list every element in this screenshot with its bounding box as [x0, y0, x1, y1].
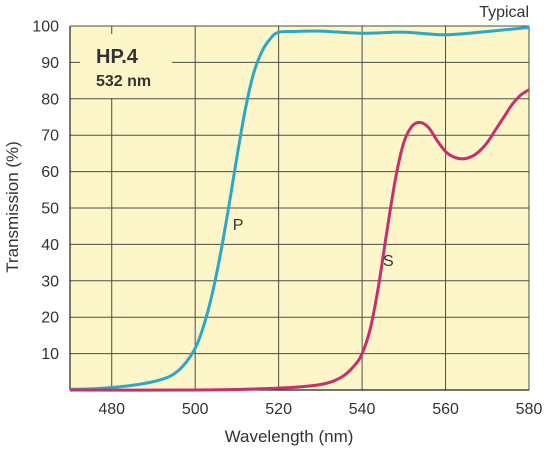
title-background: [80, 34, 172, 98]
typical-note: Typical: [479, 4, 529, 21]
y-tick-label: 50: [41, 201, 59, 218]
y-tick-labels: 10 20 30 40 50 60 70 80 90 100: [32, 19, 59, 364]
y-tick-label: 40: [41, 237, 59, 254]
x-tick-label: 480: [98, 401, 125, 418]
series-line-s: [70, 88, 529, 392]
title-box: HP.4 532 nm: [80, 34, 172, 98]
chart-title: HP.4: [96, 46, 139, 68]
y-tick-label: 10: [41, 346, 59, 363]
y-axis-label: Transmission (%): [3, 141, 22, 273]
series-label-s: S: [383, 253, 394, 270]
y-tick-label: 60: [41, 164, 59, 181]
x-axis-label: Wavelength (nm): [225, 427, 354, 446]
series-group: PS: [70, 25, 529, 392]
y-tick-label: 70: [41, 128, 59, 145]
x-tick-label: 500: [182, 401, 209, 418]
y-tick-label: 100: [32, 19, 59, 36]
x-tick-labels: 480 500 520 540 560 580: [98, 401, 542, 418]
y-tick-label: 30: [41, 273, 59, 290]
x-tick-label: 540: [349, 401, 376, 418]
y-tick-label: 90: [41, 55, 59, 72]
x-tick-label: 580: [516, 401, 543, 418]
series-label-p: P: [233, 217, 244, 234]
grid: [69, 25, 530, 391]
x-tick-label: 520: [265, 401, 292, 418]
x-tick-label: 560: [432, 401, 459, 418]
chart-subtitle: 532 nm: [96, 73, 151, 90]
y-tick-label: 20: [41, 310, 59, 327]
series-line-p: [70, 25, 529, 391]
y-tick-label: 80: [41, 91, 59, 108]
